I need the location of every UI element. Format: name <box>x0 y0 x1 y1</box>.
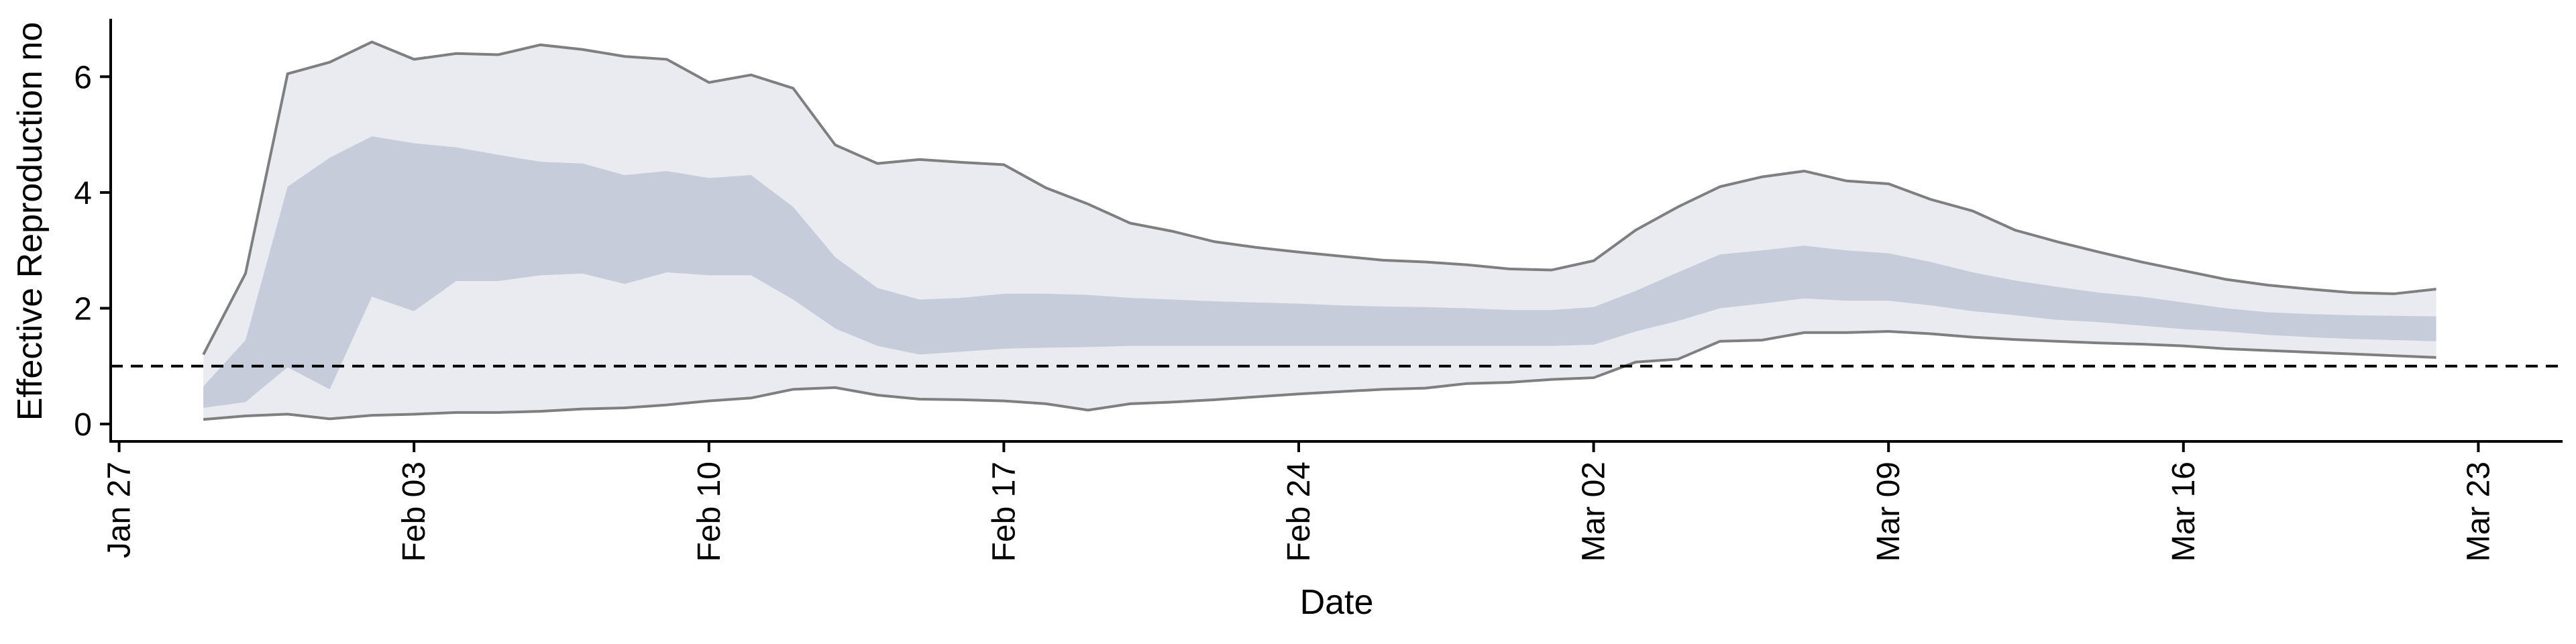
x-tick-label: Feb 24 <box>1281 462 1317 561</box>
y-tick-label: 0 <box>74 407 92 443</box>
x-tick-label: Feb 10 <box>692 462 727 561</box>
x-tick-label: Feb 03 <box>396 462 432 561</box>
x-tick-label: Mar 23 <box>2461 462 2496 561</box>
x-tick-label: Mar 02 <box>1576 462 1612 561</box>
inner-interval-band <box>203 136 2436 408</box>
bands-layer <box>203 42 2436 420</box>
x-tick-label: Mar 16 <box>2166 462 2202 561</box>
outer-interval-band <box>203 42 2436 420</box>
x-axis-label: Date <box>1300 583 1374 622</box>
axes-layer: 0 2 4 6 Jan 27 Feb 03 Feb 10 Feb 17 Feb 24 Mar 02… <box>74 19 2563 561</box>
x-tick-label: Mar 09 <box>1871 462 1907 561</box>
x-tick-label: Jan 27 <box>102 462 138 558</box>
y-tick-label: 2 <box>74 292 92 327</box>
x-tick-label: Feb 17 <box>986 462 1022 561</box>
y-tick-label: 4 <box>74 176 92 211</box>
y-axis-label: Effective Reproduction no <box>11 22 50 421</box>
lower-bound-line <box>203 330 2436 421</box>
y-tick-label: 6 <box>74 60 92 95</box>
upper-bound-line <box>202 40 2436 356</box>
bound-lines-layer <box>202 40 2436 421</box>
